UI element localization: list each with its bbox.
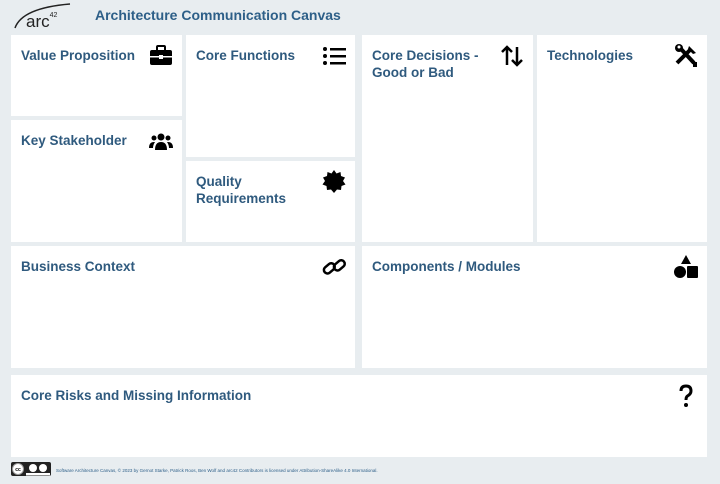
link-icon	[322, 259, 346, 275]
panel-title: Business Context	[21, 259, 136, 274]
panel-title: Core Functions	[196, 48, 296, 63]
panel-core-decisions[interactable]: Core Decisions - Good or Bad	[362, 35, 533, 242]
footer-license-text: Software Architecture Canvas, © 2023 by …	[56, 468, 378, 473]
svg-text:cc: cc	[15, 467, 21, 473]
panel-technologies[interactable]: Technologies	[537, 35, 707, 242]
panel-quality-requirements[interactable]: Quality Requirements	[186, 161, 355, 242]
panel-business-context[interactable]: Business Context	[11, 246, 355, 368]
panel-title: Key Stakeholder	[21, 133, 127, 148]
panel-title: Components / Modules	[372, 259, 521, 274]
shapes-icon	[674, 255, 698, 278]
page-title: Architecture Communication Canvas	[95, 7, 341, 23]
panel-title: Core Decisions - Good or Bad	[372, 48, 479, 80]
panel-components[interactable]: Components / Modules	[362, 246, 707, 368]
cc-license-badge: cc	[11, 462, 51, 476]
panel-value-proposition[interactable]: Value Proposition	[11, 35, 182, 116]
panel-core-functions[interactable]: Core Functions	[186, 35, 355, 157]
arc42-logo: arc42	[12, 2, 74, 31]
panel-key-stakeholder[interactable]: Key Stakeholder	[11, 120, 182, 242]
panel-title: Value Proposition	[21, 48, 136, 63]
users-icon	[149, 133, 173, 150]
tools-icon	[675, 44, 697, 67]
panel-title: Quality Requirements	[196, 174, 287, 206]
badge-icon	[322, 170, 346, 193]
briefcase-icon	[150, 45, 172, 65]
arrows-up-down-icon	[501, 45, 523, 67]
panel-title: Technologies	[547, 48, 634, 63]
panel-core-risks[interactable]: Core Risks and Missing Information	[11, 375, 707, 457]
list-icon	[323, 47, 346, 65]
question-icon	[679, 384, 693, 407]
panel-title: Core Risks and Missing Information	[21, 388, 252, 403]
